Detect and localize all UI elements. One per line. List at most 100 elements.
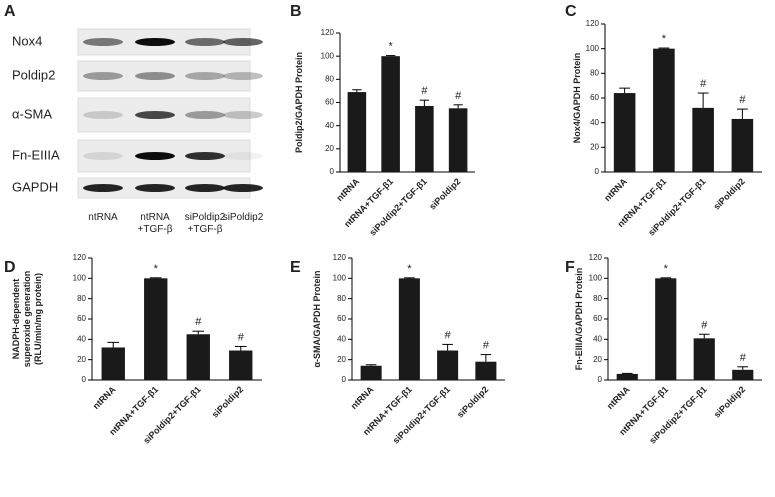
- blot-band: [135, 111, 175, 119]
- lane-label: siPoldip2 +TGF-β: [185, 212, 226, 235]
- blot-band: [223, 152, 263, 160]
- bar: [360, 365, 382, 380]
- x-tick-label: siPoldip2: [455, 384, 490, 419]
- y-axis-label: α-SMA/GAPDH Protein: [312, 270, 322, 367]
- y-tick-label: 80: [77, 294, 86, 303]
- y-tick-label: 40: [590, 118, 599, 127]
- significance-mark: *: [154, 263, 159, 275]
- y-tick-label: 40: [593, 334, 602, 343]
- y-tick-label: 100: [586, 44, 600, 53]
- bar: [692, 107, 714, 172]
- x-tick-label: ntRNA: [349, 384, 376, 411]
- y-tick-label: 40: [325, 121, 334, 130]
- lane-label-line: ntRNA: [140, 212, 170, 223]
- bar: [693, 338, 715, 380]
- bar: [475, 361, 497, 380]
- lane-label: ntRNA +TGF-β: [138, 212, 173, 235]
- significance-mark: #: [421, 85, 428, 97]
- bar: [101, 347, 125, 380]
- y-tick-label: 0: [342, 375, 347, 384]
- blot-band: [185, 38, 225, 46]
- blot-band: [135, 184, 175, 192]
- y-tick-label: 100: [589, 273, 603, 282]
- y-tick-label: 20: [590, 142, 599, 151]
- y-tick-label: 120: [333, 253, 347, 262]
- significance-mark: #: [195, 316, 202, 328]
- y-tick-label: 40: [337, 334, 346, 343]
- blot-band: [185, 184, 225, 192]
- protein-label: Fn-EIIIA: [12, 147, 60, 162]
- x-tick-label: siPoldip2+TGF-β1: [367, 176, 428, 237]
- y-tick-label: 120: [73, 253, 87, 262]
- bar: [655, 278, 677, 380]
- bar: [229, 350, 253, 380]
- blot-band: [185, 72, 225, 80]
- blot-band: [223, 72, 263, 80]
- significance-mark: *: [388, 41, 393, 53]
- y-tick-label: 40: [77, 334, 86, 343]
- significance-mark: #: [483, 340, 490, 352]
- bar: [398, 278, 420, 380]
- bar: [616, 373, 638, 380]
- bar: [144, 278, 168, 380]
- panel-label: C: [565, 3, 577, 20]
- significance-mark: *: [407, 263, 412, 275]
- y-tick-label: 80: [325, 74, 334, 83]
- y-axis-label: (RLU/min/mg protein): [33, 273, 43, 365]
- x-tick-label: ntRNA: [334, 176, 361, 203]
- panel-label: D: [4, 259, 16, 276]
- lane-label-line: siPoldip2: [223, 212, 264, 223]
- x-tick-label: siPoldip2: [210, 384, 245, 419]
- y-tick-label: 20: [325, 144, 334, 153]
- bar: [448, 108, 468, 172]
- y-axis-label: superoxide generation: [22, 271, 32, 368]
- y-axis-label: Poldip2/GAPDH Protein: [294, 52, 304, 153]
- blot-band: [185, 111, 225, 119]
- panel-label: E: [290, 259, 301, 276]
- x-tick-label: ntRNA: [91, 384, 118, 411]
- significance-mark: #: [740, 352, 747, 364]
- y-tick-label: 60: [325, 98, 334, 107]
- significance-mark: #: [238, 331, 245, 343]
- bar: [415, 105, 434, 172]
- significance-mark: *: [662, 33, 667, 45]
- y-tick-label: 20: [337, 355, 346, 364]
- blot-band: [83, 38, 123, 46]
- panel-label: A: [4, 3, 16, 20]
- blot-band: [223, 111, 263, 119]
- blot-band: [185, 152, 225, 160]
- significance-mark: #: [739, 94, 746, 106]
- y-tick-label: 20: [593, 355, 602, 364]
- protein-label: Poldip2: [12, 67, 55, 82]
- y-tick-label: 80: [593, 294, 602, 303]
- blot-strip: [77, 60, 251, 92]
- significance-mark: #: [455, 90, 462, 102]
- y-axis-label: Fn-EIIIA/GAPDH Protein: [574, 268, 584, 371]
- y-tick-label: 100: [73, 273, 87, 282]
- lane-label-line: +TGF-β: [188, 224, 223, 235]
- bar: [381, 56, 400, 172]
- protein-label: Nox4: [12, 33, 42, 48]
- y-tick-label: 120: [586, 19, 600, 28]
- bar: [186, 334, 210, 380]
- significance-mark: #: [701, 319, 708, 331]
- blot-band: [135, 152, 175, 160]
- bar: [347, 92, 367, 172]
- y-tick-label: 80: [337, 294, 346, 303]
- blot-band: [83, 152, 123, 160]
- blot-band: [83, 72, 123, 80]
- significance-mark: #: [700, 78, 707, 90]
- y-tick-label: 0: [82, 375, 87, 384]
- y-tick-label: 0: [330, 167, 335, 176]
- bar: [653, 48, 675, 172]
- x-tick-label: ntRNA: [602, 176, 629, 203]
- x-tick-label: siPoldip2: [427, 176, 462, 211]
- protein-label: α-SMA: [12, 106, 52, 121]
- y-axis-label: NADPH-dependent: [11, 279, 21, 360]
- protein-label: GAPDH: [12, 179, 58, 194]
- x-tick-label: siPoldip2: [711, 176, 746, 211]
- lane-label: siPoldip2: [223, 212, 264, 223]
- lane-label-line: +TGF-β: [138, 224, 173, 235]
- y-tick-label: 60: [593, 314, 602, 323]
